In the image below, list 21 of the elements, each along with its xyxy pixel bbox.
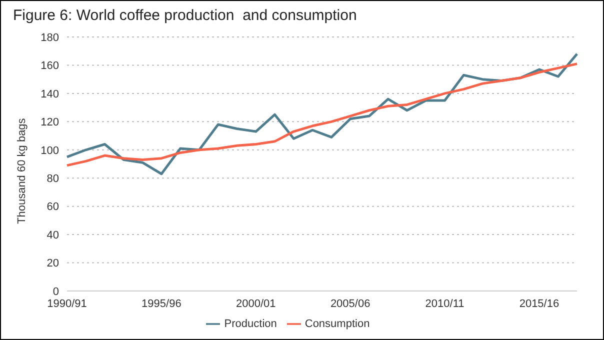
y-axis-title: Thousand 60 kg bags (16, 118, 28, 224)
x-tick-label: 2000/01 (236, 298, 276, 310)
y-tick-label: 120 (40, 116, 59, 129)
legend-label: Consumption (304, 318, 370, 330)
y-tick-label: 0 (52, 286, 59, 298)
chart-title: Figure 6: World coffee production and consumption (13, 7, 357, 24)
y-tick-label: 140 (40, 88, 59, 100)
y-tick-label: 80 (46, 173, 59, 186)
x-tick-label: 1995/96 (142, 298, 182, 310)
y-tick-label: 100 (40, 144, 59, 157)
y-tick-label: 20 (46, 258, 59, 270)
y-tick-label: 160 (40, 60, 59, 72)
x-tick-label: 2005/06 (330, 298, 370, 310)
legend-label: Production (224, 318, 277, 330)
y-tick-label: 40 (46, 229, 59, 242)
y-tick-label: 180 (40, 32, 59, 44)
line-series (66, 62, 578, 167)
x-tick-label: 1990/91 (47, 298, 87, 310)
x-tick-label: 2015/16 (519, 298, 560, 310)
x-tick-label: 2010/11 (425, 298, 464, 310)
y-tick-label: 60 (46, 201, 59, 214)
